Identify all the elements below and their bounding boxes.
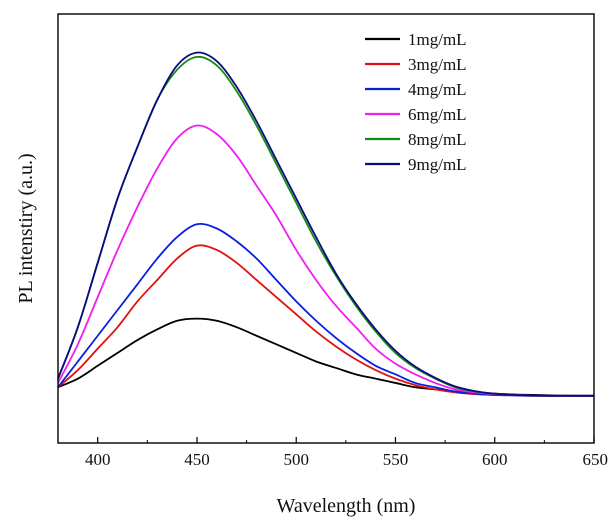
legend-label: 9mg/mL bbox=[408, 155, 467, 174]
series-layer bbox=[57, 51, 595, 397]
plot-frame bbox=[57, 13, 595, 444]
legend-label: 6mg/mL bbox=[408, 105, 467, 124]
x-tick-label: 400 bbox=[85, 450, 111, 469]
series-line-9mg-ml bbox=[57, 51, 594, 397]
x-tick-label: 600 bbox=[482, 450, 508, 469]
series-line-4mg-ml bbox=[57, 222, 594, 397]
series-line-8mg-ml bbox=[57, 55, 594, 397]
legend-label: 3mg/mL bbox=[408, 55, 467, 74]
tick-layer: 400 450 500 550 600 650 bbox=[85, 437, 608, 469]
x-axis-title: Wavelength (nm) bbox=[277, 495, 416, 517]
y-axis-title: PL intenstiry (a.u.) bbox=[15, 153, 37, 303]
x-tick-label: 500 bbox=[283, 450, 309, 469]
x-tick-label: 450 bbox=[184, 450, 210, 469]
x-tick-label: 550 bbox=[383, 450, 409, 469]
x-tick-label: 650 bbox=[583, 450, 609, 469]
series-line-3mg-ml bbox=[57, 244, 594, 397]
legend-label: 1mg/mL bbox=[408, 30, 467, 49]
legend-label: 4mg/mL bbox=[408, 80, 467, 99]
legend: 1mg/mL 3mg/mL 4mg/mL 6mg/mL 8mg/mL 9mg/mL bbox=[365, 30, 467, 174]
legend-label: 8mg/mL bbox=[408, 130, 467, 149]
